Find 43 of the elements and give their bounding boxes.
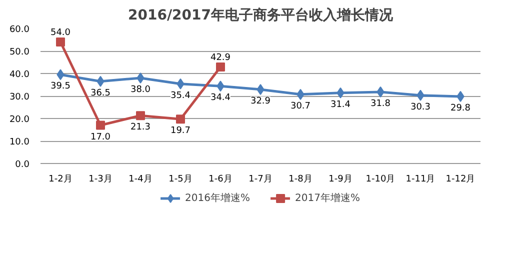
data-label: 42.9 (210, 52, 231, 63)
y-tick-label: 10.0 (9, 138, 30, 148)
data-label: 32.9 (250, 96, 271, 106)
y-tick-label: 30.0 (9, 92, 30, 102)
point (216, 62, 225, 72)
x-tick-label: 1-6月 (208, 174, 232, 184)
y-tick-label: 20.0 (9, 115, 30, 125)
x-tick-label: 1-9月 (328, 174, 352, 184)
point (136, 111, 145, 120)
data-label: 54.0 (50, 28, 71, 38)
chart-title: 2016/2017年电子商务平台收入增长情况 (128, 6, 394, 24)
x-tick-label: 1-2月 (48, 174, 72, 184)
x-tick-label: 1-11月 (406, 174, 436, 184)
y-tick-label: 40.0 (9, 70, 30, 80)
data-label: 38.0 (130, 85, 151, 95)
legend-label: 2017年增速% (295, 192, 360, 205)
point (96, 120, 105, 130)
point (56, 38, 65, 46)
data-label: 29.8 (450, 103, 471, 114)
x-tick-label: 1-3月 (88, 174, 112, 184)
y-tick-label: 50.0 (9, 48, 30, 58)
legend-label: 2016年增速% (185, 192, 250, 205)
x-tick-label: 1-8月 (288, 174, 312, 184)
y-tick-label: 0.0 (15, 160, 30, 170)
point (136, 72, 144, 84)
data-label: 35.4 (170, 90, 191, 101)
x-tick-label: 1-10月 (366, 174, 396, 184)
x-tick-label: 1-4月 (128, 174, 152, 184)
x-tick-label: 1-12月 (446, 174, 476, 184)
x-tick-label: 1-5月 (168, 174, 192, 184)
data-label: 19.7 (170, 126, 191, 136)
x-tick-label: 1-7月 (248, 174, 272, 184)
data-label: 39.5 (50, 82, 71, 92)
data-label: 36.5 (90, 88, 111, 98)
data-label: 31.8 (370, 98, 391, 109)
data-label: 34.4 (210, 93, 231, 104)
data-label: 21.3 (130, 122, 151, 133)
data-label: 31.4 (330, 100, 351, 110)
y-tick-label: 60.0 (9, 25, 30, 35)
point (176, 114, 185, 124)
data-label: 30.3 (410, 102, 431, 112)
data-label: 30.7 (290, 101, 311, 112)
data-label: 17.0 (90, 132, 111, 142)
